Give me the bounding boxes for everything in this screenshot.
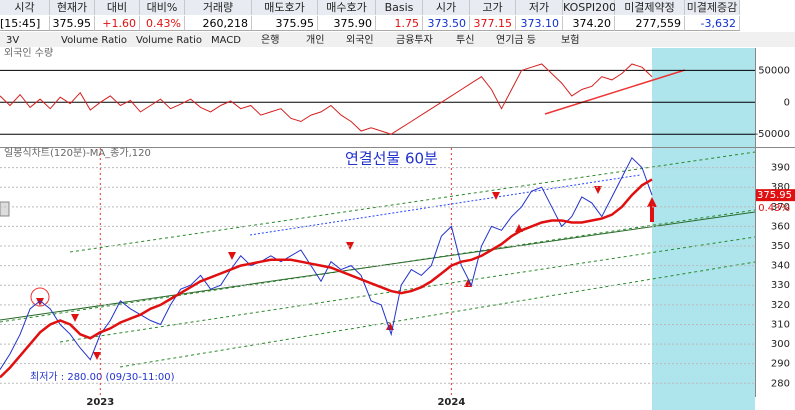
x-tick-label: 2024 [437,397,465,408]
trendline [249,174,641,236]
last-price-box [756,189,795,202]
future-area [652,48,755,410]
y-tick-label: 370 [771,202,790,213]
x-tick-label: 2023 [86,397,114,408]
header-label: 현재가 [50,0,95,15]
header-value: 277,559 [615,16,685,31]
y-tick-label: 330 [771,280,790,291]
header-label: 시가 [423,0,470,15]
series-line [0,178,653,379]
series-line [0,156,653,370]
header-value: 373.10 [516,16,563,31]
last-price: 375.95 [757,190,792,201]
header-value: 375.90 [318,16,376,31]
tab[interactable]: 투신 [456,34,474,46]
header-value: -3,632 [685,16,740,31]
header-label: Basis [376,0,423,15]
tab[interactable]: 외국인 [346,34,374,46]
last-change: 0.43% [758,203,790,214]
header-label: 시각 [0,0,50,15]
panel-label: 외국인 수량 [4,47,53,59]
highlight [30,287,50,307]
header-value: 375.95 [252,16,318,31]
header-label: 저가 [516,0,563,15]
quote-header: 시각 [15:45] 현재가 375.95 대비 +1.60 대비% 0.43% 거래량 260,… [0,0,795,32]
tab[interactable]: 개인 [306,34,324,46]
header-label: 대비 [95,0,140,15]
tab-bar [0,32,795,47]
header-value: 373.50 [423,16,470,31]
header-label: 대비% [140,0,185,15]
y-tick-label: 300 [771,339,790,350]
y-tick-label: 280 [771,378,790,389]
panel-label: 일봉식차트(120분)-MA_종가,120 [4,147,151,159]
tab[interactable]: 3V [6,35,19,46]
header-value: 374.20 [563,16,615,31]
series-line [0,63,653,135]
y-tick-label: 350 [771,241,790,252]
header-value: 377.15 [470,16,516,31]
header-value: 375.95 [50,16,95,31]
y-tick-label: 360 [771,221,790,232]
header-label: 미결제증감 [685,0,740,15]
tab[interactable]: 금융투자 [396,34,433,46]
header-label: 거래량 [185,0,252,15]
tab[interactable]: 은행 [261,34,279,46]
y-tick-label: 380 [771,182,790,193]
annotation: 최저가 : 280.00 (09/30-11:00) [30,371,175,383]
header-value: 1.75 [376,16,423,31]
y-tick-label: 310 [771,319,790,330]
channels [0,151,756,368]
header-label: 고가 [470,0,516,15]
trendline [544,69,686,115]
y-tick-label: -50000 [755,129,790,140]
header-value: [15:45] [0,16,50,31]
tab[interactable]: Volume Ratio [136,35,202,46]
y-tick-label: 0 [784,97,790,108]
y-tick-label: 390 [771,163,790,174]
header-label: 미결제약정 [615,0,685,15]
header-label: 매수호가 [318,0,376,15]
header-label: KOSPI200 [563,0,617,15]
tab[interactable]: Volume Ratio [61,35,127,46]
tab[interactable]: MACD [211,35,241,46]
y-tick-label: 340 [771,261,790,272]
y-tick-label: 320 [771,300,790,311]
header-label: 매도호가 [252,0,318,15]
y-tick-label: 50000 [758,65,790,76]
header-value: 260,218 [185,16,252,31]
header-value: +1.60 [95,16,140,31]
tab[interactable]: 연기금 등 [496,34,536,46]
arrows [36,186,657,360]
chart-area: 연결선물 60분 외국인 수량 일봉식차트(120분)-MA_종가,120 최저… [0,32,795,410]
chart-title: 연결선물 60분 [345,150,438,168]
scroll-button[interactable] [0,201,10,217]
header-value: 0.43% [140,16,185,31]
tab[interactable]: 보험 [561,34,579,46]
y-tick-label: 290 [771,359,790,370]
